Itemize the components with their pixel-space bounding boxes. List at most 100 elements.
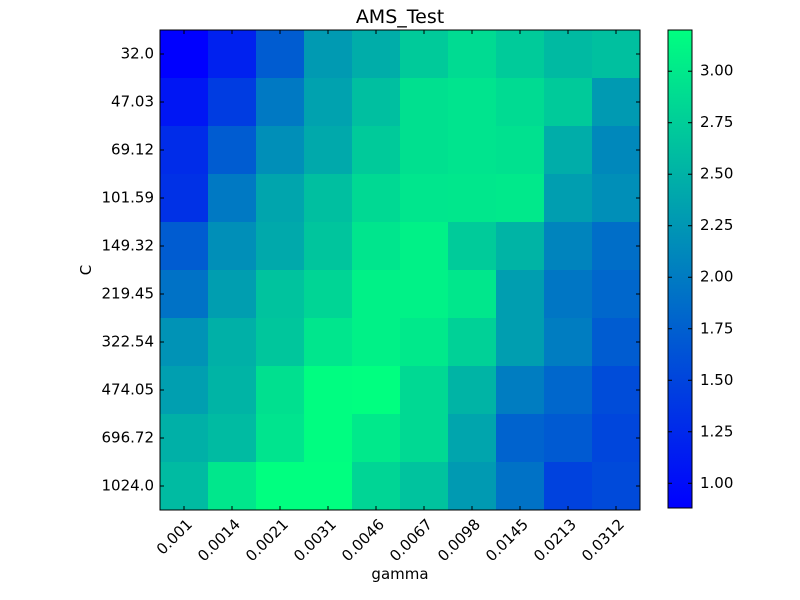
heatmap-cell	[448, 174, 497, 223]
heatmap-cell	[592, 30, 641, 79]
x-tick-label: 0.001	[153, 515, 196, 558]
heatmap-cell	[448, 78, 497, 127]
heatmap-cell	[352, 366, 401, 415]
heatmap-cell	[496, 318, 545, 367]
heatmap-cell	[256, 366, 305, 415]
heatmap-cell	[448, 270, 497, 319]
y-tick-label: 474.05	[102, 381, 155, 399]
heatmap-cell	[496, 30, 545, 79]
heatmap-cell	[256, 30, 305, 79]
heatmap-cell	[592, 366, 641, 415]
heatmap-cell	[544, 414, 593, 463]
colorbar-tick-label: 2.00	[700, 268, 733, 286]
x-tick-label: 0.0067	[386, 515, 436, 565]
heatmap-cell	[160, 78, 209, 127]
heatmap-cell	[256, 174, 305, 223]
heatmap-cell	[544, 126, 593, 175]
heatmap-cell	[352, 318, 401, 367]
colorbar-tick-label: 1.50	[700, 371, 733, 389]
x-tick-label: 0.0021	[242, 515, 292, 565]
x-tick-label: 0.0046	[338, 515, 388, 565]
heatmap-cell	[160, 222, 209, 271]
heatmap-cell	[208, 222, 257, 271]
heatmap-cell	[256, 270, 305, 319]
heatmap-cell	[208, 414, 257, 463]
y-tick-labels: 32.0 47.03 69.12 101.59 149.32 219.45 322.54 47…	[102, 45, 155, 495]
heatmap-cell	[304, 78, 353, 127]
heatmap-cell	[496, 462, 545, 511]
y-tick-label: 69.12	[111, 141, 154, 159]
heatmap-cell	[352, 270, 401, 319]
heatmap-cell	[256, 126, 305, 175]
heatmap-cell	[352, 174, 401, 223]
heatmap-cell	[160, 174, 209, 223]
heatmap-cell	[448, 30, 497, 79]
heatmap-cell	[208, 126, 257, 175]
y-tick-label: 219.45	[102, 285, 155, 303]
heatmap-cell	[304, 222, 353, 271]
heatmap-cell	[400, 222, 449, 271]
heatmap-cell	[304, 270, 353, 319]
heatmap-cell	[304, 462, 353, 511]
heatmap-cells	[160, 30, 641, 511]
heatmap-cell	[544, 270, 593, 319]
heatmap-cell	[448, 366, 497, 415]
colorbar-tick-label: 3.00	[700, 62, 733, 80]
heatmap-cell	[304, 414, 353, 463]
heatmap-cell	[592, 462, 641, 511]
x-tick-label: 0.0098	[434, 515, 484, 565]
heatmap-cell	[544, 78, 593, 127]
heatmap-cell	[448, 222, 497, 271]
heatmap-cell	[208, 78, 257, 127]
heatmap-cell	[304, 126, 353, 175]
heatmap-cell	[496, 414, 545, 463]
y-axis-label: C	[77, 265, 95, 275]
heatmap-cell	[160, 30, 209, 79]
heatmap-frame	[159, 29, 641, 511]
x-tick-label: 0.0312	[578, 515, 628, 565]
heatmap-cell	[160, 414, 209, 463]
heatmap-cell	[208, 174, 257, 223]
heatmap-cell	[592, 270, 641, 319]
heatmap-cell	[400, 366, 449, 415]
y-tick-label: 149.32	[102, 237, 155, 255]
colorbar-tick-label: 1.25	[700, 422, 733, 440]
heatmap-cell	[208, 366, 257, 415]
x-tick-label: 0.0213	[530, 515, 580, 565]
heatmap-cell	[256, 222, 305, 271]
heatmap-cell	[160, 270, 209, 319]
heatmap-cell	[400, 414, 449, 463]
heatmap-cell	[160, 366, 209, 415]
heatmap-cell	[448, 126, 497, 175]
heatmap-cell	[544, 462, 593, 511]
heatmap-cell	[400, 174, 449, 223]
heatmap-cell	[256, 414, 305, 463]
heatmap-cell	[256, 318, 305, 367]
x-tick-label: 0.0031	[290, 515, 340, 565]
colorbar	[667, 29, 693, 509]
heatmap-cell	[352, 30, 401, 79]
x-tick-label: 0.0145	[482, 515, 532, 565]
heatmap-cell	[352, 126, 401, 175]
heatmap-cell	[496, 270, 545, 319]
heatmap-cell	[592, 318, 641, 367]
heatmap-cell	[400, 318, 449, 367]
y-tick-label: 696.72	[102, 429, 155, 447]
heatmap-cell	[496, 78, 545, 127]
heatmap-ticks	[160, 30, 640, 510]
heatmap-cell	[304, 366, 353, 415]
chart-title: AMS_Test	[356, 6, 444, 28]
heatmap-cell	[352, 222, 401, 271]
heatmap-cell	[352, 78, 401, 127]
x-tick-label: 0.0014	[194, 515, 244, 565]
heatmap-cell	[208, 270, 257, 319]
heatmap-cell	[496, 174, 545, 223]
heatmap-cell	[160, 318, 209, 367]
heatmap-cell	[208, 318, 257, 367]
heatmap-cell	[448, 414, 497, 463]
colorbar-tick-label: 2.25	[700, 216, 733, 234]
heatmap-cell	[592, 174, 641, 223]
x-tick-labels: 0.0010.00140.00210.00310.00460.00670.009…	[153, 515, 628, 565]
y-tick-label: 47.03	[111, 93, 154, 111]
